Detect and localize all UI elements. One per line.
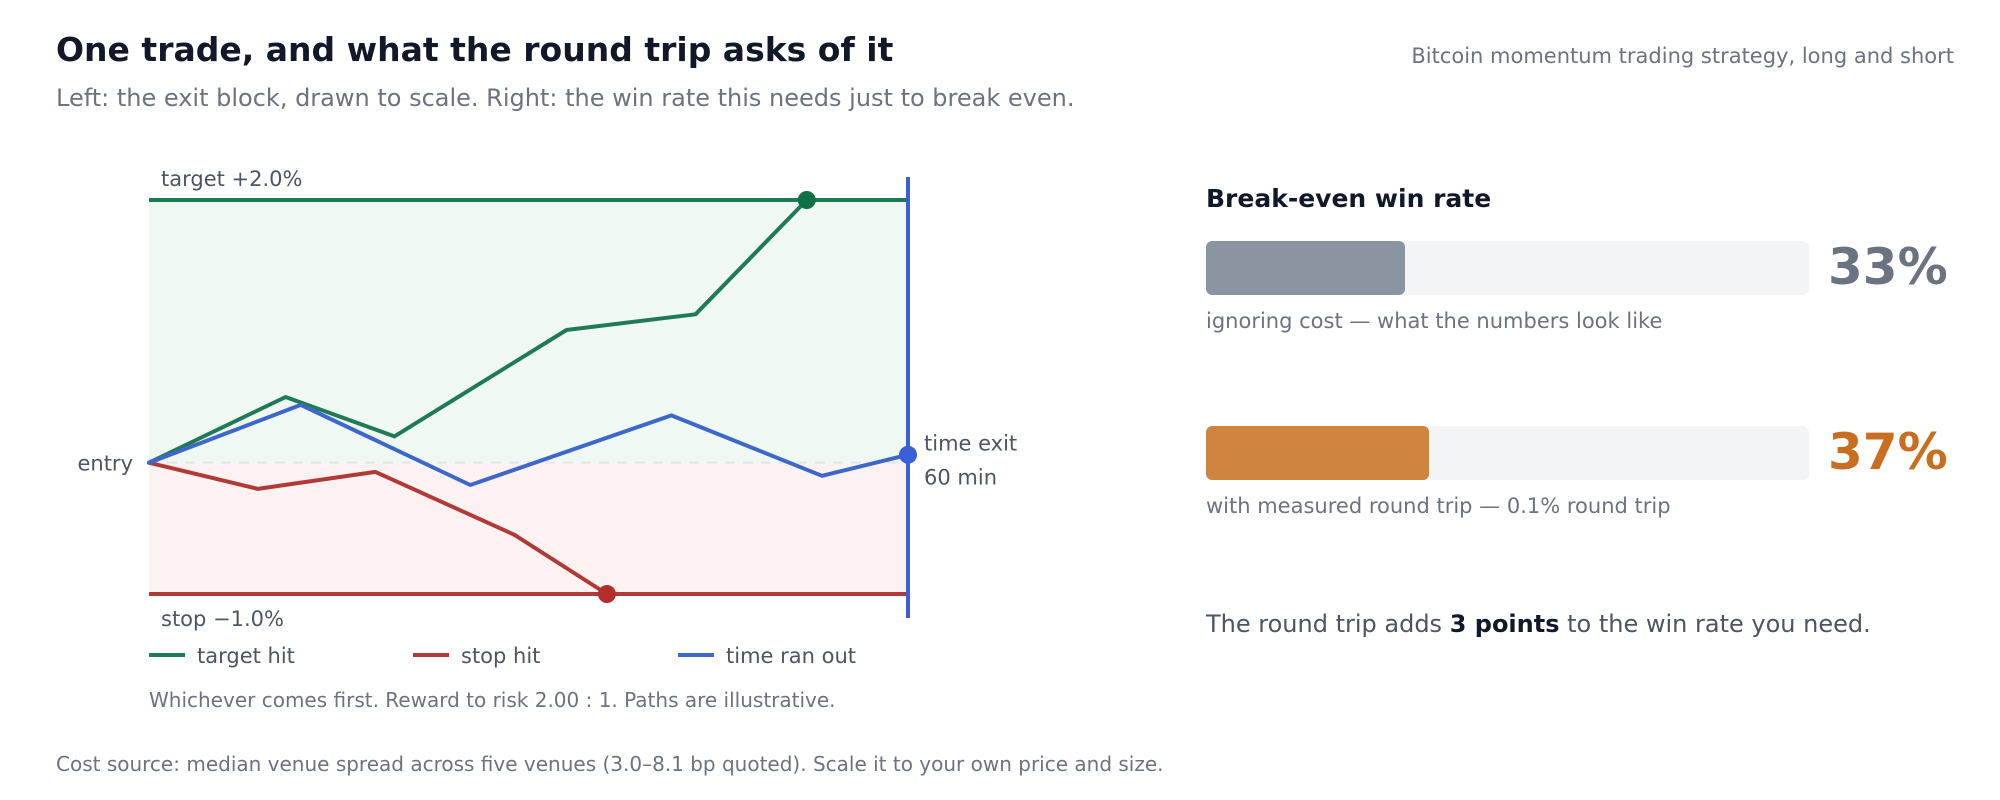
profit-zone [149,200,908,463]
bar-note: with measured round trip — 0.1% round tr… [1206,494,1671,518]
end-marker-stop-hit [597,585,616,603]
chart-caption: Whichever comes first. Reward to risk 2.… [149,688,836,712]
target-label: target +2.0% [161,167,302,191]
page-subtitle: Left: the exit block, drawn to scale. Ri… [56,84,1075,112]
bar-track [1206,426,1809,480]
summary-prefix: The round trip adds [1206,610,1450,638]
loss-zone [149,462,908,594]
time-exit-label: time exit [924,432,1017,456]
bar-value: 33% [1828,238,1948,296]
bar-fill [1206,241,1405,295]
legend-label-target-hit: target hit [197,644,295,668]
bar-value: 37% [1828,423,1948,481]
bar-track [1206,241,1809,295]
summary-suffix: to the win rate you need. [1559,610,1871,638]
bar-fill [1206,426,1430,480]
context-label: Bitcoin momentum trading strategy, long … [1411,44,1954,68]
legend-label-stop-hit: stop hit [461,644,540,668]
end-marker-target-hit [797,191,816,209]
time-exit-minutes-label: 60 min [924,466,997,490]
path-target-hit [147,198,809,465]
exit-paths-chart: target +2.0% stop −1.0% entry time exit 60 m… [77,167,1017,668]
end-marker-time-ran-out [899,445,917,464]
path-stop-hit [147,460,609,596]
summary-emphasis: 3 points [1449,610,1560,638]
bar-note: ignoring cost — what the numbers look li… [1206,309,1663,333]
legend-label-time-ran-out: time ran out [726,644,856,668]
stop-label: stop −1.0% [161,607,284,631]
summary-text: The round trip adds 3 points to the win … [1206,610,1871,638]
page-title: One trade, and what the round trip asks … [56,30,894,69]
path-time-ran-out [147,402,910,487]
breakeven-panel-title: Break-even win rate [1206,184,1492,213]
entry-label: entry [77,452,133,476]
cost-source-footer: Cost source: median venue spread across … [56,752,1164,776]
